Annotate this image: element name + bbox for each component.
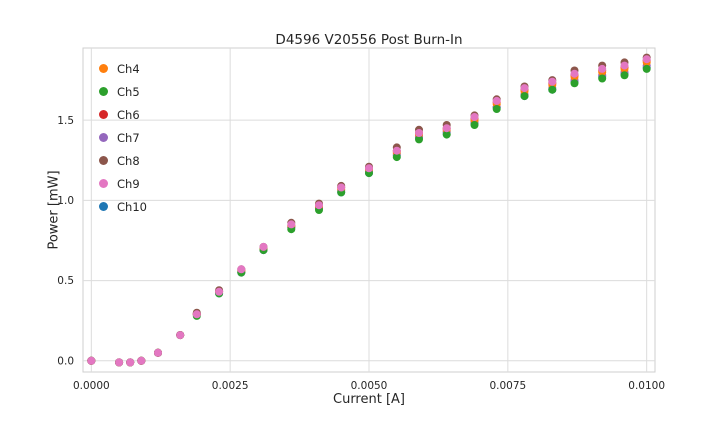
legend-marker-ch5-icon [99,87,108,96]
legend-label-ch9: Ch9 [117,176,140,191]
legend-marker-ch7-icon [99,133,108,142]
svg-text:0.5: 0.5 [57,275,74,287]
legend-marker-ch8-icon [99,156,108,165]
legend-item-ch7: Ch7 [99,126,147,149]
legend-marker-ch6-icon [99,110,108,119]
legend-label-ch6: Ch6 [117,107,140,122]
legend-marker-ch4-icon [99,64,108,73]
svg-text:0.0100: 0.0100 [628,380,665,392]
legend-item-ch9: Ch9 [99,172,147,195]
legend-item-ch10: Ch10 [99,195,147,218]
legend-item-ch5: Ch5 [99,80,147,103]
legend: Ch4 Ch5 Ch6 Ch7 Ch8 Ch9 Ch10 [99,57,147,218]
legend-label-ch5: Ch5 [117,84,140,99]
svg-text:1.0: 1.0 [57,195,74,207]
svg-text:0.0025: 0.0025 [212,380,249,392]
legend-marker-ch10-icon [99,202,108,211]
chart-title: D4596 V20556 Post Burn-In [275,32,463,48]
legend-label-ch10: Ch10 [117,199,147,214]
legend-label-ch4: Ch4 [117,61,140,76]
y-axis-label: Power [mW] [46,170,62,250]
svg-text:0.0000: 0.0000 [73,380,110,392]
legend-label-ch8: Ch8 [117,153,140,168]
legend-label-ch7: Ch7 [117,130,140,145]
svg-text:1.5: 1.5 [57,115,74,127]
svg-text:0.0050: 0.0050 [351,380,388,392]
svg-text:0.0075: 0.0075 [489,380,526,392]
legend-marker-ch9-icon [99,179,108,188]
legend-item-ch6: Ch6 [99,103,147,126]
legend-item-ch4: Ch4 [99,57,147,80]
svg-text:0.0: 0.0 [57,355,74,367]
legend-item-ch8: Ch8 [99,149,147,172]
x-axis-label: Current [A] [333,392,405,407]
